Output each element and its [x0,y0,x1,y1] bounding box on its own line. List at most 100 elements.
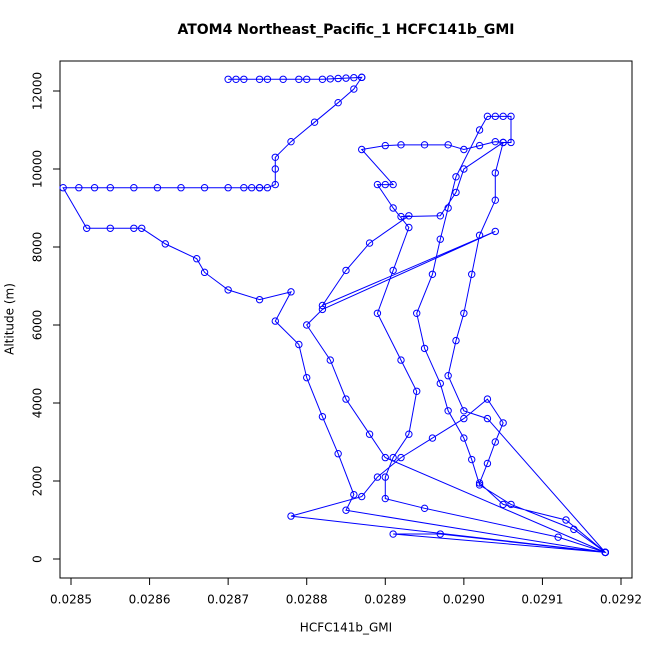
data-point [303,75,311,83]
data-point [177,184,185,192]
data-point [318,305,327,314]
data-point [452,188,460,197]
data-point [483,395,492,403]
data-point [373,473,382,481]
data-point [310,118,319,126]
data-point [334,450,342,458]
data-point [397,212,405,221]
data-point [405,212,413,220]
data-point [475,231,484,239]
data-point [475,481,484,489]
data-point [452,173,460,181]
y-tick-label: 4000 [31,388,45,419]
x-tick-label: 0.0287 [207,593,249,607]
data-point [381,494,389,503]
data-point [491,196,499,204]
data-point [342,74,350,82]
data-point [263,184,272,192]
data-point [491,112,499,121]
data-line [62,76,607,554]
data-point [240,184,248,192]
data-point [460,407,468,415]
data-point [106,224,114,232]
data-point [342,506,350,514]
data-point [271,317,279,325]
data-point [224,75,232,83]
y-tick-label: 6000 [31,310,45,341]
data-point [350,74,358,82]
data-point [295,75,303,83]
data-point [287,288,295,296]
data-point [475,479,484,487]
data-point [161,240,169,248]
data-point [75,184,83,192]
data-point [460,309,468,317]
data-point [413,309,421,317]
data-point [436,235,444,243]
data-point [263,75,272,83]
data-point [397,453,405,462]
data-point [507,500,515,509]
y-tick-label: 8000 [31,232,45,263]
data-point [130,224,138,232]
data-point [255,75,264,83]
data-point [554,533,562,541]
data-point [381,473,389,481]
data-point [444,141,452,149]
data-point [444,372,452,380]
data-point [570,525,578,534]
data-point [365,239,374,247]
data-point [420,504,429,513]
data-point [389,180,397,189]
data-point [436,212,444,220]
data-point [436,530,444,538]
data-point [318,412,327,421]
data-point [499,419,507,427]
data-point [303,321,311,329]
data-point [271,153,279,161]
data-point [420,344,429,353]
data-point [381,453,389,462]
data-point [240,75,248,83]
data-point [193,254,201,263]
data-point [428,270,437,278]
x-tick-label: 0.0288 [286,593,328,607]
data-point [255,184,264,192]
data-point [460,145,468,154]
data-point [389,204,397,212]
data-point [413,387,421,396]
data-point [491,227,499,236]
data-point [444,407,452,415]
data-point [381,141,389,150]
data-point [232,75,240,83]
data-point [491,169,499,177]
data-point [224,286,232,294]
data-point [499,138,507,147]
data-point [507,112,515,121]
data-point [200,268,209,277]
data-point [130,184,138,192]
data-point [475,126,484,134]
data-point [389,530,397,538]
data-point [428,434,437,442]
x-axis-label: HCFC141b_GMI [300,621,392,635]
data-point [491,137,499,146]
data-point [420,141,429,149]
x-tick-label: 0.0286 [129,593,171,607]
x-tick-label: 0.0292 [600,593,642,607]
y-tick-label: 0 [31,555,45,563]
data-point [287,512,295,520]
data-point [373,309,382,317]
x-tick-label: 0.0290 [443,593,485,607]
x-tick-label: 0.0285 [50,593,92,607]
data-point [342,266,350,275]
data-point [444,204,452,212]
data-point [271,180,279,189]
y-tick-label: 12000 [31,72,45,110]
data-point [303,373,311,382]
data-point [287,137,295,146]
data-point [358,73,366,82]
data-point [436,379,444,388]
data-point [373,180,382,189]
data-point [83,224,91,232]
